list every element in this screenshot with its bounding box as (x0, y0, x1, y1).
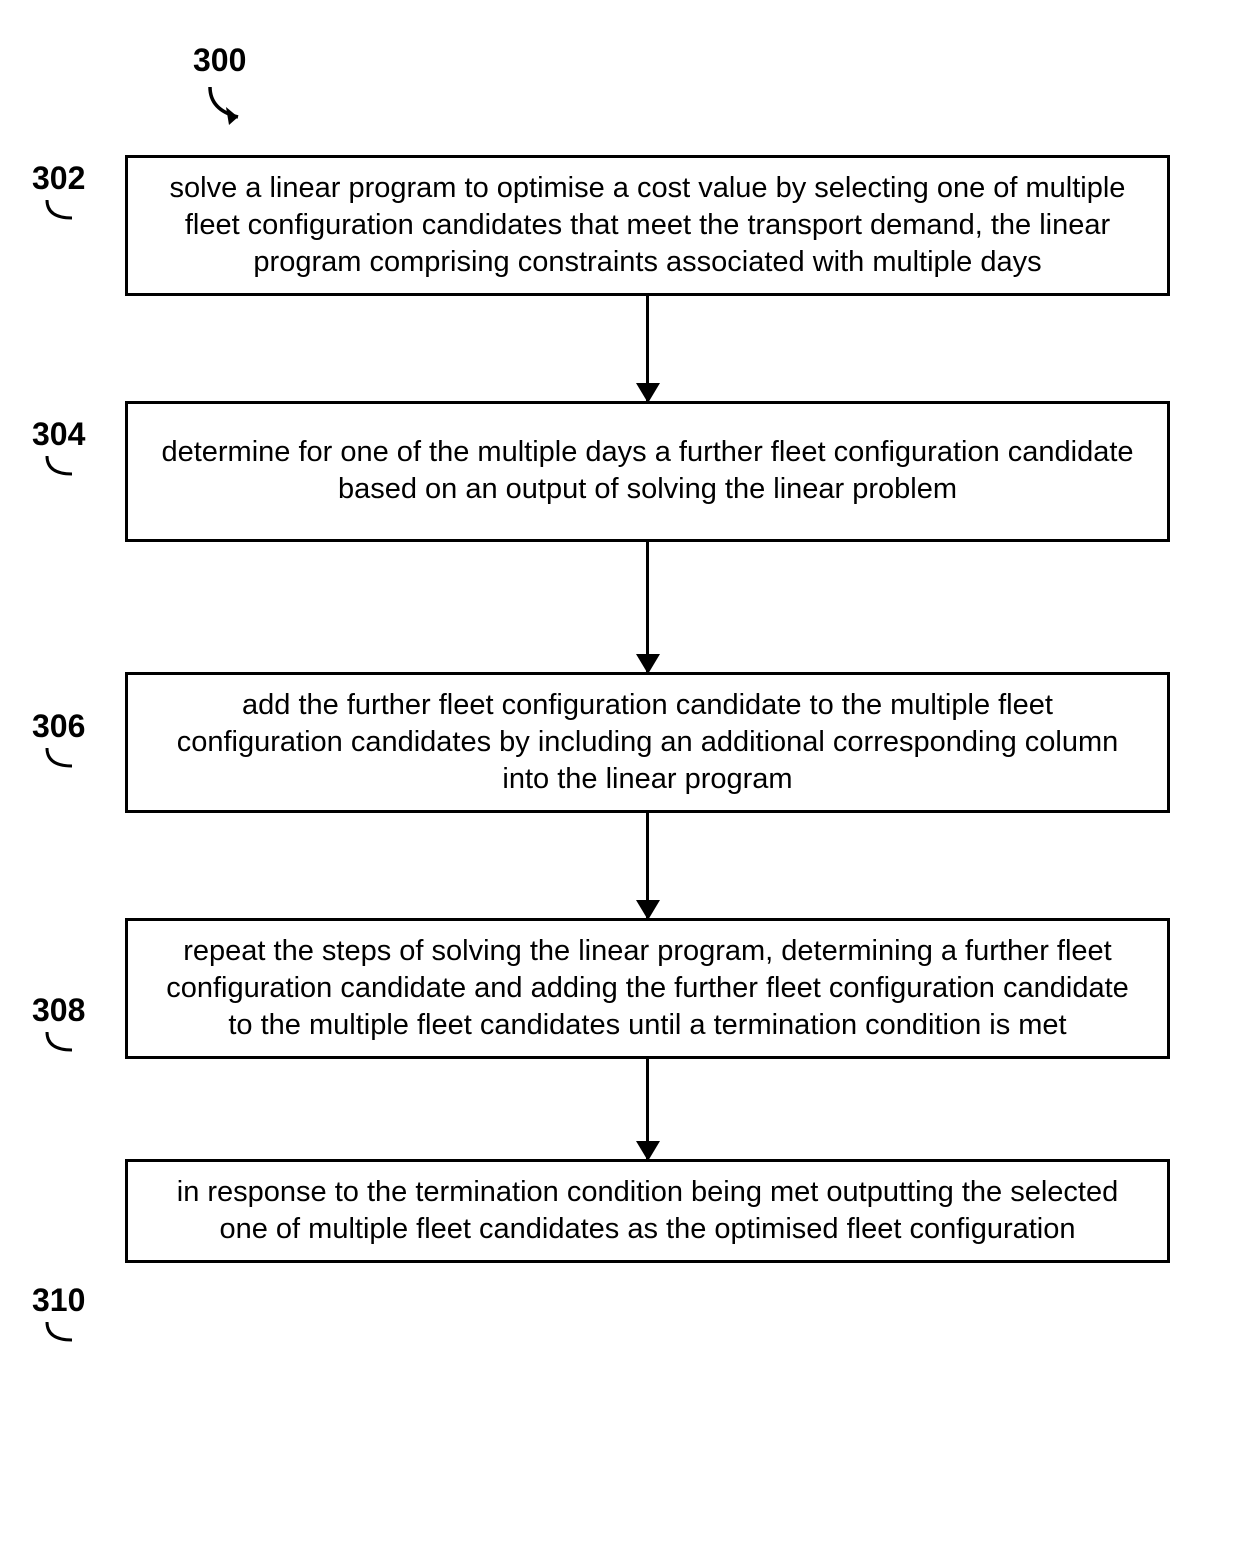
step-ref-308: 308 (32, 992, 85, 1029)
step-text: repeat the steps of solving the linear p… (166, 935, 1129, 1041)
ref-hook-icon (42, 1030, 82, 1060)
step-text: in response to the termination condition… (177, 1176, 1119, 1245)
step-ref-306: 306 (32, 708, 85, 745)
arrow-connector (125, 542, 1170, 672)
step-text: add the further fleet configuration cand… (177, 689, 1119, 795)
step-text: solve a linear program to optimise a cos… (170, 172, 1126, 278)
step-ref-302: 302 (32, 160, 85, 197)
ref-hook-icon (42, 1320, 82, 1350)
step-box-304: determine for one of the multiple days a… (125, 401, 1170, 541)
step-ref-304: 304 (32, 416, 85, 453)
ref-hook-icon (42, 198, 82, 228)
step-box-306: add the further fleet configuration cand… (125, 672, 1170, 813)
arrow-connector (125, 1059, 1170, 1159)
step-box-308: repeat the steps of solving the linear p… (125, 918, 1170, 1059)
flowchart-container: solve a linear program to optimise a cos… (85, 55, 1180, 1263)
step-box-310: in response to the termination condition… (125, 1159, 1170, 1263)
ref-hook-icon (42, 454, 82, 484)
step-box-302: solve a linear program to optimise a cos… (125, 155, 1170, 296)
step-ref-310: 310 (32, 1282, 85, 1319)
ref-hook-icon (42, 746, 82, 776)
step-text: determine for one of the multiple days a… (161, 436, 1133, 505)
arrow-connector (125, 296, 1170, 401)
arrow-connector (125, 813, 1170, 918)
